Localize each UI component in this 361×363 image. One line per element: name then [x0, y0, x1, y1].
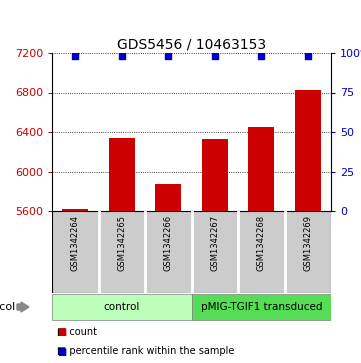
Bar: [62, 209, 88, 211]
Point: [212, 53, 218, 59]
Text: GSM1342264: GSM1342264: [71, 215, 80, 271]
Bar: [52, 294, 191, 319]
Text: GSM1342265: GSM1342265: [117, 215, 126, 271]
Text: GSM1342269: GSM1342269: [303, 215, 312, 271]
Text: protocol: protocol: [0, 302, 15, 312]
Point: [72, 53, 78, 59]
Text: pMIG-TGIF1 transduced: pMIG-TGIF1 transduced: [200, 302, 322, 312]
Text: ■ percentile rank within the sample: ■ percentile rank within the sample: [57, 347, 234, 356]
Text: ■ count: ■ count: [57, 327, 97, 338]
Point: [119, 53, 125, 59]
Text: ■: ■: [57, 327, 66, 338]
Text: GSM1342268: GSM1342268: [257, 215, 266, 271]
Bar: [248, 127, 274, 211]
Bar: [202, 139, 227, 211]
Bar: [191, 294, 331, 319]
Text: ■: ■: [57, 347, 66, 356]
Text: GSM1342266: GSM1342266: [164, 215, 173, 271]
Bar: [156, 184, 181, 211]
Point: [305, 53, 310, 59]
Point: [258, 53, 264, 59]
Point: [165, 53, 171, 59]
Text: GSM1342267: GSM1342267: [210, 215, 219, 271]
Bar: [109, 138, 135, 211]
Text: control: control: [104, 302, 140, 312]
Bar: [295, 90, 321, 211]
Title: GDS5456 / 10463153: GDS5456 / 10463153: [117, 38, 266, 52]
